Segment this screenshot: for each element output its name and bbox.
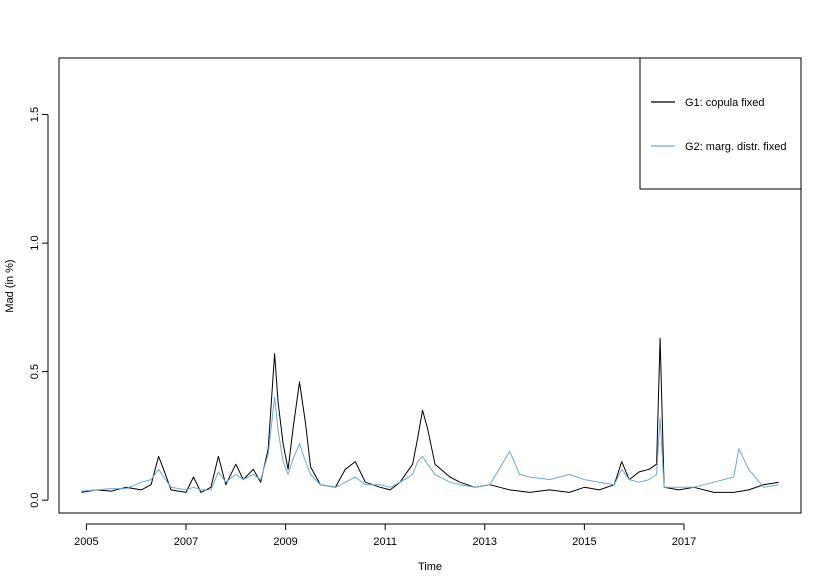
x-tick-label: 2011: [373, 536, 397, 548]
legend-label-g2: G2: marg. distr. fixed: [685, 141, 786, 153]
legend-box: [639, 57, 802, 190]
series-line-g2: [81, 396, 779, 492]
legend: G1: copula fixed G2: marg. distr. fixed: [639, 57, 802, 190]
x-tick-label: 2005: [74, 536, 98, 548]
x-tick-label: 2009: [273, 536, 297, 548]
x-tick-label: 2017: [672, 536, 696, 548]
x-tick-label: 2013: [473, 536, 497, 548]
y-axis: 0.0 0.5 1.0 1.5: [29, 107, 49, 508]
plot-frame: [58, 57, 802, 514]
y-tick-label: 1.5: [29, 107, 41, 122]
x-tick-label: 2015: [572, 536, 596, 548]
y-tick-label: 0.5: [29, 364, 41, 379]
x-tick-label: 2007: [174, 536, 198, 548]
x-axis: 2005 2007 2009 2011 2013 2015 2017: [74, 523, 696, 548]
x-axis-label: Time: [418, 561, 442, 573]
series-line-g1: [81, 337, 779, 493]
y-tick-label: 1.0: [29, 235, 41, 250]
y-axis-label: Mad (in %): [4, 259, 16, 312]
series-layer: [81, 337, 779, 493]
legend-label-g1: G1: copula fixed: [685, 97, 765, 109]
y-tick-label: 0.0: [29, 492, 41, 507]
